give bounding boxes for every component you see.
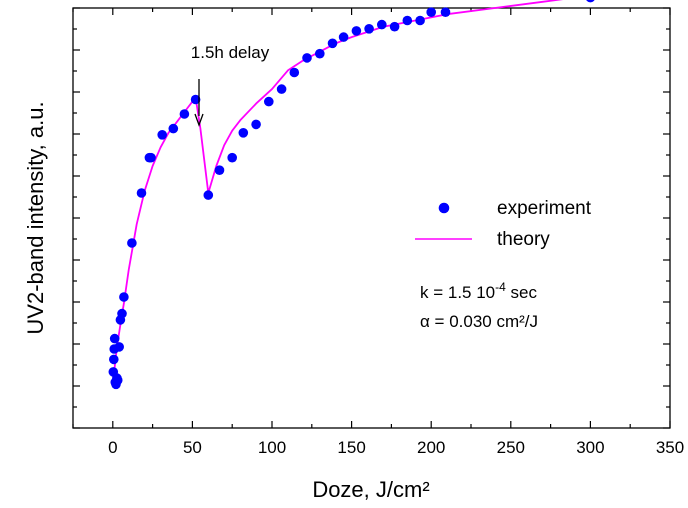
data-point-experiment <box>157 130 167 140</box>
y-axis-title: UV2-band intensity, a.u. <box>23 101 48 334</box>
annotation-text: 1.5h delay <box>191 43 270 62</box>
data-point-experiment <box>114 342 124 352</box>
legend: experiment theory <box>415 198 592 250</box>
data-point-experiment <box>289 67 300 78</box>
data-point-experiment <box>127 238 137 248</box>
data-point-experiment <box>112 375 123 386</box>
x-axis-title: Doze, J/cm² <box>312 477 429 502</box>
model-parameters: k = 1.5 10-4 sec α = 0.030 cm²/J <box>420 280 538 331</box>
data-point-experiment <box>117 308 127 319</box>
x-tick-label: 100 <box>258 438 286 457</box>
param-alpha: α = 0.030 cm²/J <box>420 312 538 331</box>
x-tick-label: 0 <box>108 438 117 457</box>
data-point-experiment <box>351 26 362 36</box>
data-point-experiment <box>415 15 425 26</box>
data-point-experiment <box>276 84 287 94</box>
data-point-experiment <box>389 21 400 32</box>
data-point-experiment <box>168 123 179 134</box>
data-point-experiment <box>238 128 249 138</box>
data-point-experiment <box>251 119 261 130</box>
series-layer <box>108 0 595 390</box>
legend-label-experiment: experiment <box>497 198 592 219</box>
data-point-experiment <box>203 190 214 200</box>
data-point-experiment <box>190 94 201 105</box>
x-tick-labels: 0 50 100 150 200 250 300 350 <box>108 438 684 457</box>
axis-ticks <box>72 7 671 429</box>
param-k-exponent: -4 <box>495 280 506 294</box>
x-tick-label: 150 <box>337 438 365 457</box>
data-point-experiment <box>338 32 349 42</box>
legend-label-theory: theory <box>497 229 550 250</box>
param-k-suffix: sec <box>506 283 538 302</box>
data-point-experiment <box>327 38 338 49</box>
data-point-experiment <box>119 292 129 302</box>
data-point-experiment <box>214 165 225 175</box>
data-point-experiment <box>402 15 413 26</box>
data-point-experiment <box>136 188 147 198</box>
data-point-experiment <box>264 96 274 107</box>
annotation-arrow-head <box>194 113 204 127</box>
data-point-experiment <box>426 7 437 17</box>
annotation: 1.5h delay <box>191 43 270 127</box>
param-k: k = 1.5 10-4 sec <box>420 280 537 302</box>
data-point-experiment <box>227 152 237 163</box>
x-tick-label: 350 <box>656 438 684 457</box>
x-tick-label: 250 <box>497 438 525 457</box>
data-point-experiment <box>586 0 595 3</box>
x-tick-label: 300 <box>576 438 604 457</box>
x-tick-label: 50 <box>183 438 202 457</box>
data-point-experiment <box>302 53 312 63</box>
x-tick-label: 200 <box>417 438 445 457</box>
legend-marker-experiment <box>438 202 450 214</box>
data-point-experiment <box>146 152 156 163</box>
data-point-experiment <box>377 19 387 30</box>
param-k-prefix: k = 1.5 10 <box>420 283 495 302</box>
data-point-experiment <box>179 109 190 119</box>
data-point-experiment <box>440 7 451 17</box>
data-point-experiment <box>109 354 119 365</box>
data-point-experiment <box>364 24 374 34</box>
data-point-experiment <box>109 333 120 344</box>
data-point-experiment <box>315 48 325 59</box>
